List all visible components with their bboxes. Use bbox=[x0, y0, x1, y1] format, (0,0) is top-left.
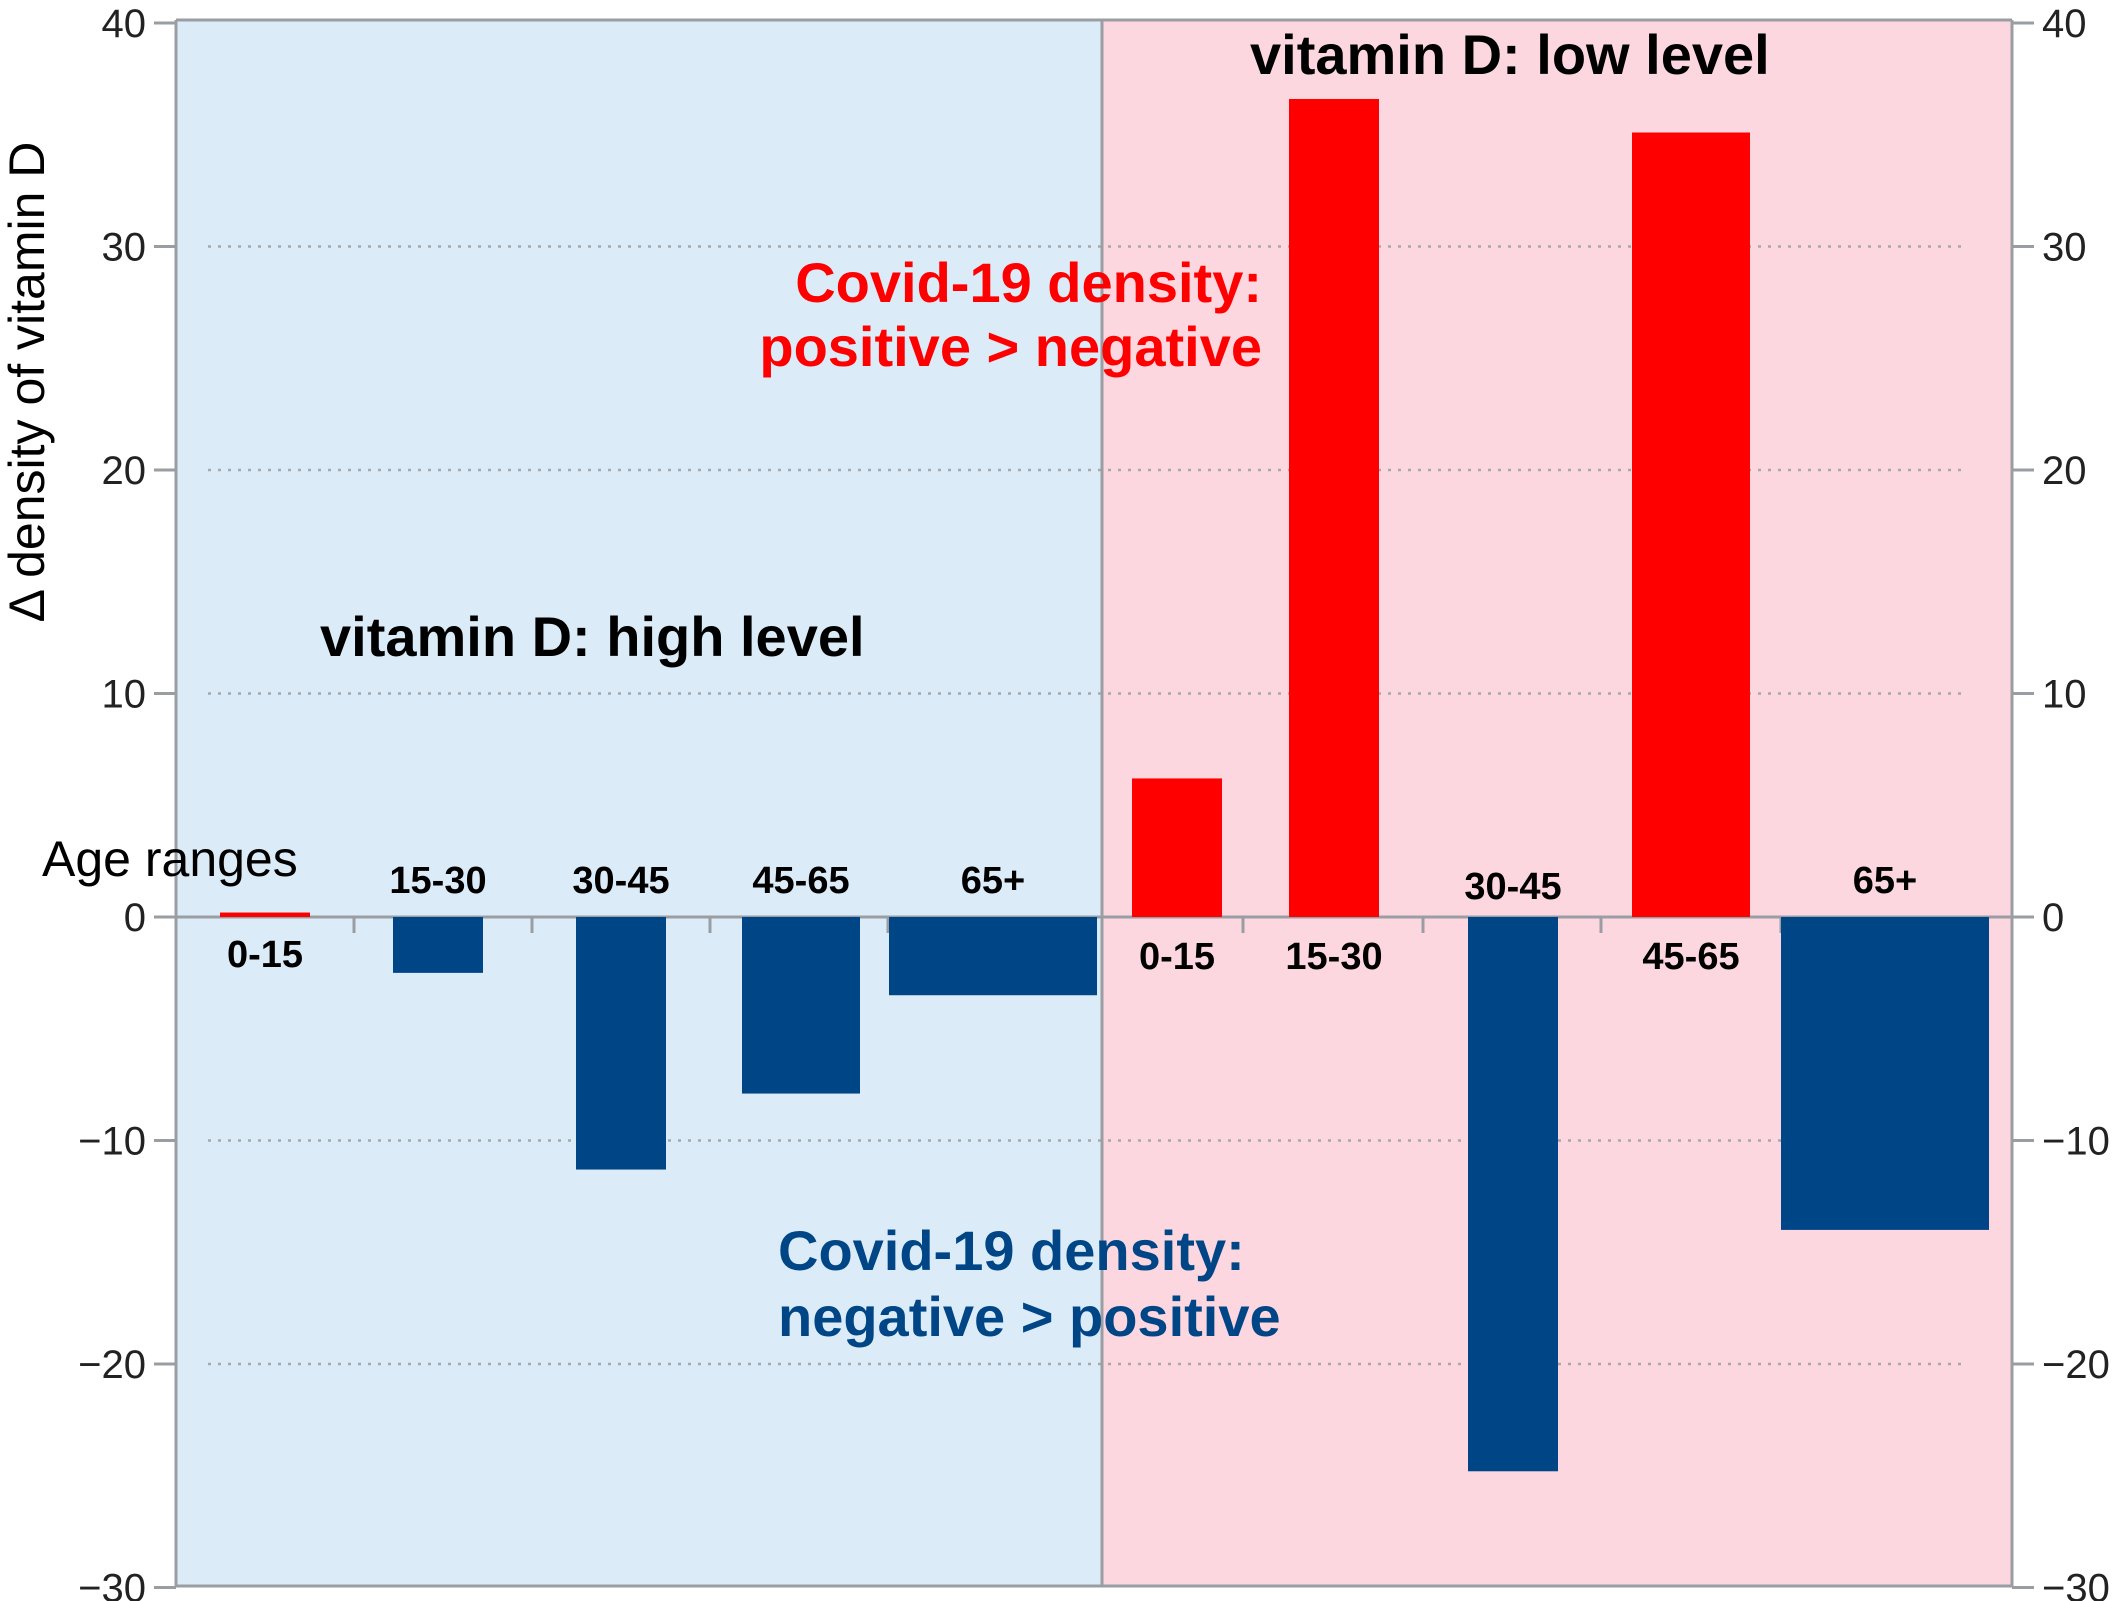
background-layer bbox=[176, 20, 2012, 1586]
bar bbox=[220, 912, 310, 917]
bar bbox=[1289, 98, 1379, 918]
category-label: 15-30 bbox=[1285, 936, 1382, 978]
bars bbox=[220, 98, 1989, 1472]
y-tick-label-left: −20 bbox=[78, 1343, 146, 1387]
y-tick-label-right: 10 bbox=[2042, 673, 2087, 717]
category-label: 65+ bbox=[1853, 860, 1917, 902]
category-label: 0-15 bbox=[1139, 936, 1215, 978]
category-label: 0-15 bbox=[227, 934, 303, 976]
y-tick-label-right: 20 bbox=[2042, 449, 2087, 493]
y-axis-title: Δ density of vitamin D bbox=[0, 142, 55, 623]
negative-annotation-line2: negative > positive bbox=[778, 1285, 1281, 1348]
y-tick-label-right: 30 bbox=[2042, 226, 2087, 270]
category-label: 45-65 bbox=[752, 860, 849, 902]
y-tick-label-left: 40 bbox=[102, 2, 147, 46]
high-level-region-title: vitamin D: high level bbox=[320, 605, 865, 668]
negative-annotation-line1: Covid-19 density: bbox=[778, 1219, 1245, 1282]
y-tick-label-left: 10 bbox=[102, 673, 147, 717]
y-tick-label-left: −10 bbox=[78, 1120, 146, 1164]
category-label: 15-30 bbox=[389, 860, 486, 902]
category-label: 65+ bbox=[961, 860, 1025, 902]
y-tick-label-left: 0 bbox=[124, 896, 146, 940]
bar bbox=[576, 917, 666, 1170]
category-label: 45-65 bbox=[1642, 936, 1739, 978]
low-level-region-title: vitamin D: low level bbox=[1250, 23, 1770, 86]
bar bbox=[393, 917, 483, 973]
y-tick-label-right: −30 bbox=[2042, 1567, 2110, 1601]
high-level-region-bg bbox=[176, 20, 1102, 1586]
bar bbox=[1468, 917, 1558, 1472]
bar bbox=[1781, 917, 1989, 1230]
category-axis-title: Age ranges bbox=[42, 831, 298, 887]
y-tick-label-right: −10 bbox=[2042, 1120, 2110, 1164]
bar bbox=[1632, 132, 1750, 917]
category-label: 30-45 bbox=[1464, 866, 1561, 908]
y-tick-label-left: 30 bbox=[102, 226, 147, 270]
y-tick-label-left: 20 bbox=[102, 449, 147, 493]
bar bbox=[1132, 778, 1222, 917]
bar bbox=[742, 917, 860, 1094]
y-tick-label-right: −20 bbox=[2042, 1343, 2110, 1387]
positive-annotation-line2: positive > negative bbox=[759, 315, 1262, 378]
bar bbox=[889, 917, 1097, 996]
y-tick-label-right: 40 bbox=[2042, 2, 2087, 46]
category-label: 30-45 bbox=[572, 860, 669, 902]
y-tick-label-right: 0 bbox=[2042, 896, 2064, 940]
positive-annotation-line1: Covid-19 density: bbox=[795, 251, 1262, 314]
y-tick-label-left: −30 bbox=[78, 1567, 146, 1601]
